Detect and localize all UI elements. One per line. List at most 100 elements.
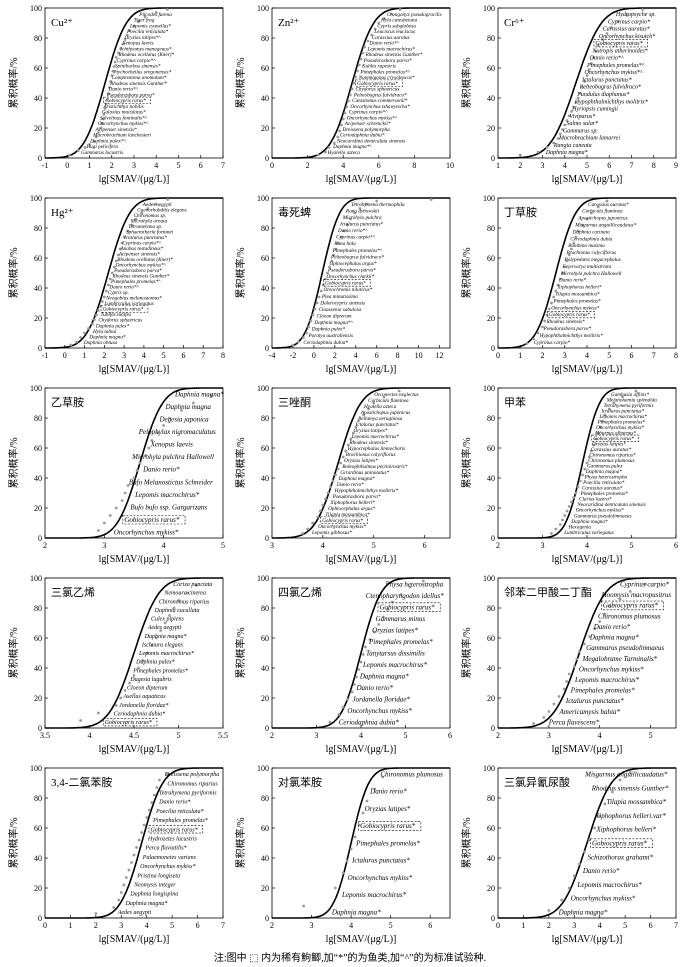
species-label: Cyprinus carpio*^	[117, 58, 156, 64]
species-label: Daphnia magna*	[338, 476, 376, 482]
species-label: Carassius auratus*	[582, 486, 623, 492]
species-label: Poecilia reticulata*	[126, 29, 169, 35]
data-point	[347, 99, 350, 103]
data-point	[567, 253, 571, 257]
y-tick-label: 0	[38, 154, 42, 163]
species-label: Gammarus pseudolimnaeus	[574, 513, 632, 519]
ssd-curve	[45, 767, 223, 919]
data-point	[361, 653, 365, 656]
data-point	[177, 599, 180, 602]
species-label: Salvelinus fontinalis*^	[100, 114, 148, 121]
x-tick-label: 12	[436, 351, 444, 360]
species-label: Lepomis macrochirus*	[138, 651, 194, 657]
data-point	[318, 509, 322, 513]
data-point	[331, 479, 335, 483]
x-tick-label: 5	[170, 921, 174, 930]
data-point	[611, 790, 614, 794]
data-point	[94, 135, 98, 139]
species-label: Oryzias latipes*	[353, 428, 387, 434]
species-label: Misgurnus anguillicaudatus*	[584, 770, 668, 778]
x-tick-label: 7	[630, 161, 634, 170]
species-label: Oreochromis niloticus*	[323, 287, 372, 293]
data-point	[567, 505, 571, 508]
species-label: Cloeon dipterum	[317, 314, 352, 320]
species-label: Pelteobagrus fulvidraco*	[579, 84, 641, 91]
data-point	[101, 117, 105, 121]
data-point	[321, 503, 325, 507]
species-label: Hyalella azteca	[363, 404, 397, 410]
species-label: Pseudorasbora parva*	[106, 92, 155, 98]
data-point	[605, 32, 609, 35]
data-point	[355, 675, 358, 679]
panel-title: 三氯乙烯	[51, 585, 95, 599]
data-point	[91, 322, 94, 326]
data-point	[97, 309, 100, 312]
species-label: Rhodeus sinensis Gunther*	[591, 784, 669, 792]
data-point	[556, 283, 560, 287]
data-point	[372, 630, 376, 634]
y-tick-label: 80	[487, 414, 495, 423]
rare-species-label: Gobiocypris rarus*	[105, 98, 146, 104]
y-tick-label: 100	[257, 194, 269, 203]
data-point	[610, 26, 613, 29]
x-tick-label: 4	[585, 541, 589, 550]
species-label: Dugesia lugubris	[129, 677, 172, 683]
species-label: Fejervarya multistriata	[562, 264, 612, 270]
data-point	[110, 74, 114, 77]
species-label: Megalobrame Tarminalis*	[582, 655, 658, 663]
data-point	[616, 20, 620, 23]
data-point	[353, 211, 357, 215]
data-point	[351, 431, 355, 435]
data-point	[354, 425, 358, 429]
species-label: Oncorhynchus mykiss*	[140, 864, 195, 870]
y-tick-label: 60	[261, 634, 269, 643]
data-point	[581, 223, 584, 227]
data-point	[172, 606, 176, 610]
species-label: Cypris sp.	[108, 290, 129, 296]
data-point	[146, 207, 150, 210]
data-point	[137, 666, 140, 670]
species-label: Asellus aquaticus	[122, 694, 166, 700]
data-point	[547, 909, 551, 912]
x-tick-label: 5	[630, 541, 634, 550]
species-label: Danio rerio*^	[107, 87, 138, 93]
y-tick-label: 0	[265, 914, 269, 923]
data-point	[143, 15, 147, 19]
data-point	[641, 8, 645, 11]
y-tick-label: 100	[483, 574, 495, 583]
data-point	[542, 716, 546, 719]
data-point	[585, 461, 589, 465]
species-label: Ptychocheilus oregonensis*	[112, 69, 171, 75]
data-point	[608, 605, 612, 608]
data-point	[574, 491, 578, 495]
species-label: Galaxias maculatus*	[102, 110, 146, 116]
x-tick-label: 3	[563, 351, 567, 360]
plot-frame	[271, 767, 451, 919]
data-point	[345, 105, 349, 109]
species-label: Pseudorasbora parva*	[332, 494, 381, 500]
y-tick-label: 0	[38, 724, 42, 733]
species-label: Ictalurus punctatus*	[581, 77, 632, 83]
species-label: Daphnia magna*^	[332, 144, 372, 150]
plot-frame	[271, 387, 451, 539]
data-point	[366, 39, 370, 43]
data-point	[123, 38, 127, 41]
species-label: Oncorhynchus kisutch*	[599, 34, 655, 40]
species-label: Tetrahymena pyriformis	[159, 790, 217, 797]
data-point	[316, 153, 320, 157]
y-tick-label: 20	[487, 314, 495, 323]
data-point	[598, 425, 602, 429]
species-label: Pelteobagrus fulvidraco*	[330, 253, 384, 260]
data-point	[550, 301, 553, 305]
y-tick-label: 100	[30, 384, 42, 393]
species-label: Ceriodaphnia dubia*	[303, 340, 348, 346]
data-point	[79, 719, 82, 722]
species-label: Jordanella floridae*	[119, 702, 168, 709]
data-point	[336, 241, 340, 245]
species-label: Hyalella azteca	[326, 150, 360, 156]
data-point	[102, 295, 106, 299]
species-label: Pimephales promelas*	[579, 491, 628, 497]
species-label: Xiphophorus helleri*	[595, 826, 656, 834]
ssd-figure: -1 0 1 2 3 4 5 6 7020406080100lg[SMAV/(μg/L)]累积概…	[7, 4, 678, 945]
species-label: Aristichthys nobilis	[102, 104, 143, 110]
